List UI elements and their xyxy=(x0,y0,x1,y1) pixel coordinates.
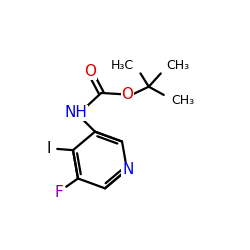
Text: NH: NH xyxy=(65,106,88,120)
Text: H₃C: H₃C xyxy=(111,59,134,72)
Text: O: O xyxy=(122,87,134,102)
Text: CH₃: CH₃ xyxy=(166,59,190,72)
Text: I: I xyxy=(47,142,52,156)
Text: CH₃: CH₃ xyxy=(171,94,194,107)
Text: F: F xyxy=(55,185,64,200)
Text: N: N xyxy=(122,162,134,177)
Text: O: O xyxy=(84,64,96,79)
